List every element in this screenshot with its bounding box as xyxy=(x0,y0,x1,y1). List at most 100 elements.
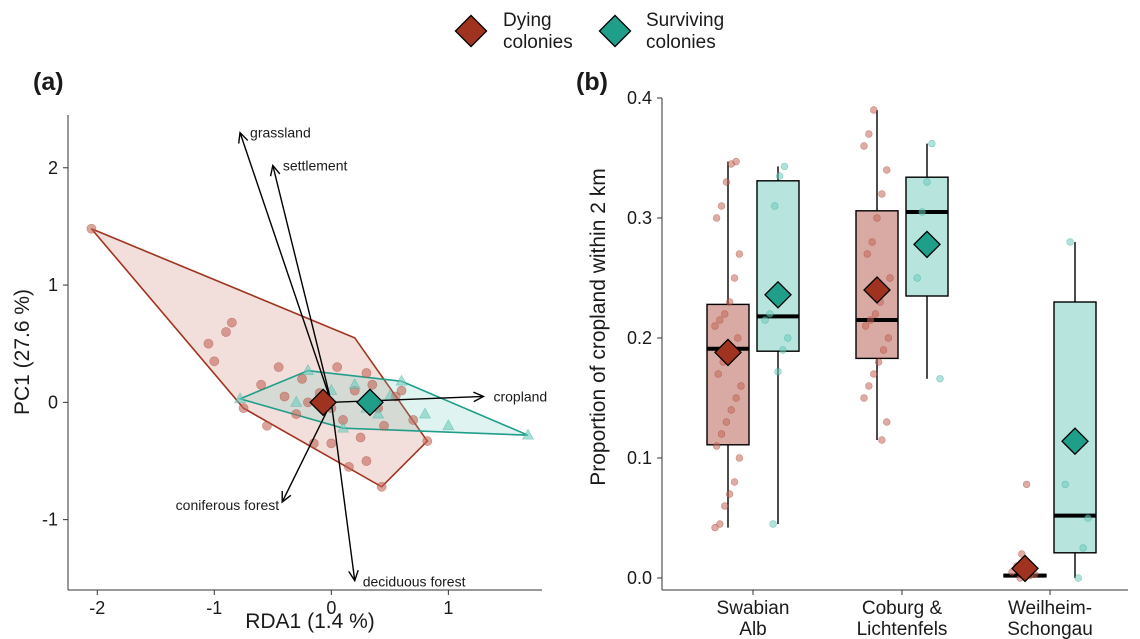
point-dying xyxy=(878,436,886,444)
x-tick-label: -1 xyxy=(206,598,222,618)
y-axis-title: Proportion of cropland within 2 km xyxy=(587,168,610,486)
arrow-cropland xyxy=(331,395,484,404)
point-dying xyxy=(1022,480,1031,489)
point-dying xyxy=(863,250,871,258)
point-dying xyxy=(716,316,724,324)
point-surviving xyxy=(1066,238,1074,246)
arrow-deciduous-forest xyxy=(330,402,356,581)
point-dying xyxy=(735,454,744,462)
arrowhead-grassland xyxy=(237,131,249,144)
point-dying xyxy=(262,420,272,431)
point-dying xyxy=(873,214,881,222)
point-dying xyxy=(879,346,888,354)
point-dying xyxy=(291,409,302,419)
point-dying xyxy=(868,238,876,246)
point-dying xyxy=(727,406,735,414)
legend-label-surviving-line1: Surviving xyxy=(646,10,724,31)
point-dying xyxy=(716,520,724,528)
point-dying xyxy=(725,298,734,306)
x-axis-title: RDA1 (1.4 %) xyxy=(245,610,375,633)
point-dying xyxy=(725,490,734,498)
y-tick-label: 0 xyxy=(48,392,58,412)
mean-marker-surviving xyxy=(764,280,792,309)
point-dying xyxy=(273,362,284,373)
point-dying xyxy=(735,250,744,258)
point-dying xyxy=(874,358,883,366)
point-surviving xyxy=(1074,574,1082,582)
point-dying xyxy=(408,415,419,425)
point-surviving xyxy=(290,395,303,407)
x-tick-label: Schongau xyxy=(1007,619,1093,639)
x-tick-label: Swabian xyxy=(717,598,790,619)
point-dying xyxy=(717,430,726,438)
x-tick-label: Lichtenfels xyxy=(857,619,948,639)
y-tick-label: 0.1 xyxy=(627,448,652,468)
point-surviving xyxy=(1084,514,1092,522)
point-surviving xyxy=(337,421,350,433)
point-dying xyxy=(883,418,891,426)
arrowhead-deciduous-forest xyxy=(348,569,359,583)
arrowhead-settlement xyxy=(269,163,281,177)
mean-marker-surviving xyxy=(913,230,941,259)
point-surviving xyxy=(348,378,361,390)
arrow-settlement xyxy=(272,165,333,403)
point-dying xyxy=(866,316,875,324)
point-surviving xyxy=(766,310,774,318)
point-surviving xyxy=(234,392,247,404)
point-dying xyxy=(884,334,893,342)
point-surviving xyxy=(301,364,314,375)
hull-surviving xyxy=(237,369,529,436)
arrow-label-settlement: settlement xyxy=(283,157,348,173)
point-dying xyxy=(861,322,870,330)
x-tick-label: Weilheim- xyxy=(1008,598,1092,619)
x-tick-label: Coburg & xyxy=(862,598,943,619)
arrowhead-coniferous-forest xyxy=(281,491,292,504)
point-surviving xyxy=(442,419,455,431)
panel-label-a: (a) xyxy=(33,68,64,96)
y-tick-label: 2 xyxy=(48,158,58,178)
point-dying xyxy=(396,385,407,396)
point-dying xyxy=(734,334,742,342)
panel-label-b: (b) xyxy=(576,68,608,96)
point-dying xyxy=(860,142,868,150)
mean-marker-dying xyxy=(1011,554,1039,583)
point-dying xyxy=(865,130,873,138)
x-tick-label: 0 xyxy=(326,598,336,618)
point-dying xyxy=(865,382,873,390)
point-surviving xyxy=(784,334,792,342)
y-tick-label: 0.4 xyxy=(627,88,652,108)
point-dying xyxy=(717,202,726,210)
legend-label-dying-line1: Dying xyxy=(503,10,552,31)
point-dying xyxy=(730,274,739,282)
point-dying xyxy=(367,379,378,390)
y-tick-label: 1 xyxy=(48,275,58,295)
point-dying xyxy=(343,461,354,472)
y-tick-label: 0.0 xyxy=(627,568,652,588)
legend-key-dying xyxy=(454,14,488,48)
point-surviving xyxy=(372,407,385,419)
point-dying xyxy=(732,394,740,402)
point-surviving xyxy=(779,346,787,354)
point-surviving xyxy=(775,172,784,180)
point-dying xyxy=(376,481,387,492)
point-dying xyxy=(332,362,343,373)
hull-dying xyxy=(90,228,429,488)
point-surviving xyxy=(918,208,926,216)
point-surviving xyxy=(928,139,936,148)
point-dying xyxy=(871,310,880,318)
point-dying xyxy=(712,442,721,450)
centroid-dying xyxy=(309,388,338,417)
point-dying xyxy=(326,438,337,449)
ordination-plot: grassland settlement cropland coniferous fo… xyxy=(11,115,547,633)
arrowhead-cropland xyxy=(473,391,486,403)
point-dying xyxy=(355,432,366,443)
arrow-label-coniferous-forest: coniferous forest xyxy=(176,497,280,513)
point-dying xyxy=(722,178,731,186)
arrow-label-cropland: cropland xyxy=(493,388,547,404)
point-dying xyxy=(422,436,433,446)
point-dying xyxy=(86,223,97,234)
point-surviving xyxy=(771,202,779,210)
point-dying xyxy=(361,456,372,466)
